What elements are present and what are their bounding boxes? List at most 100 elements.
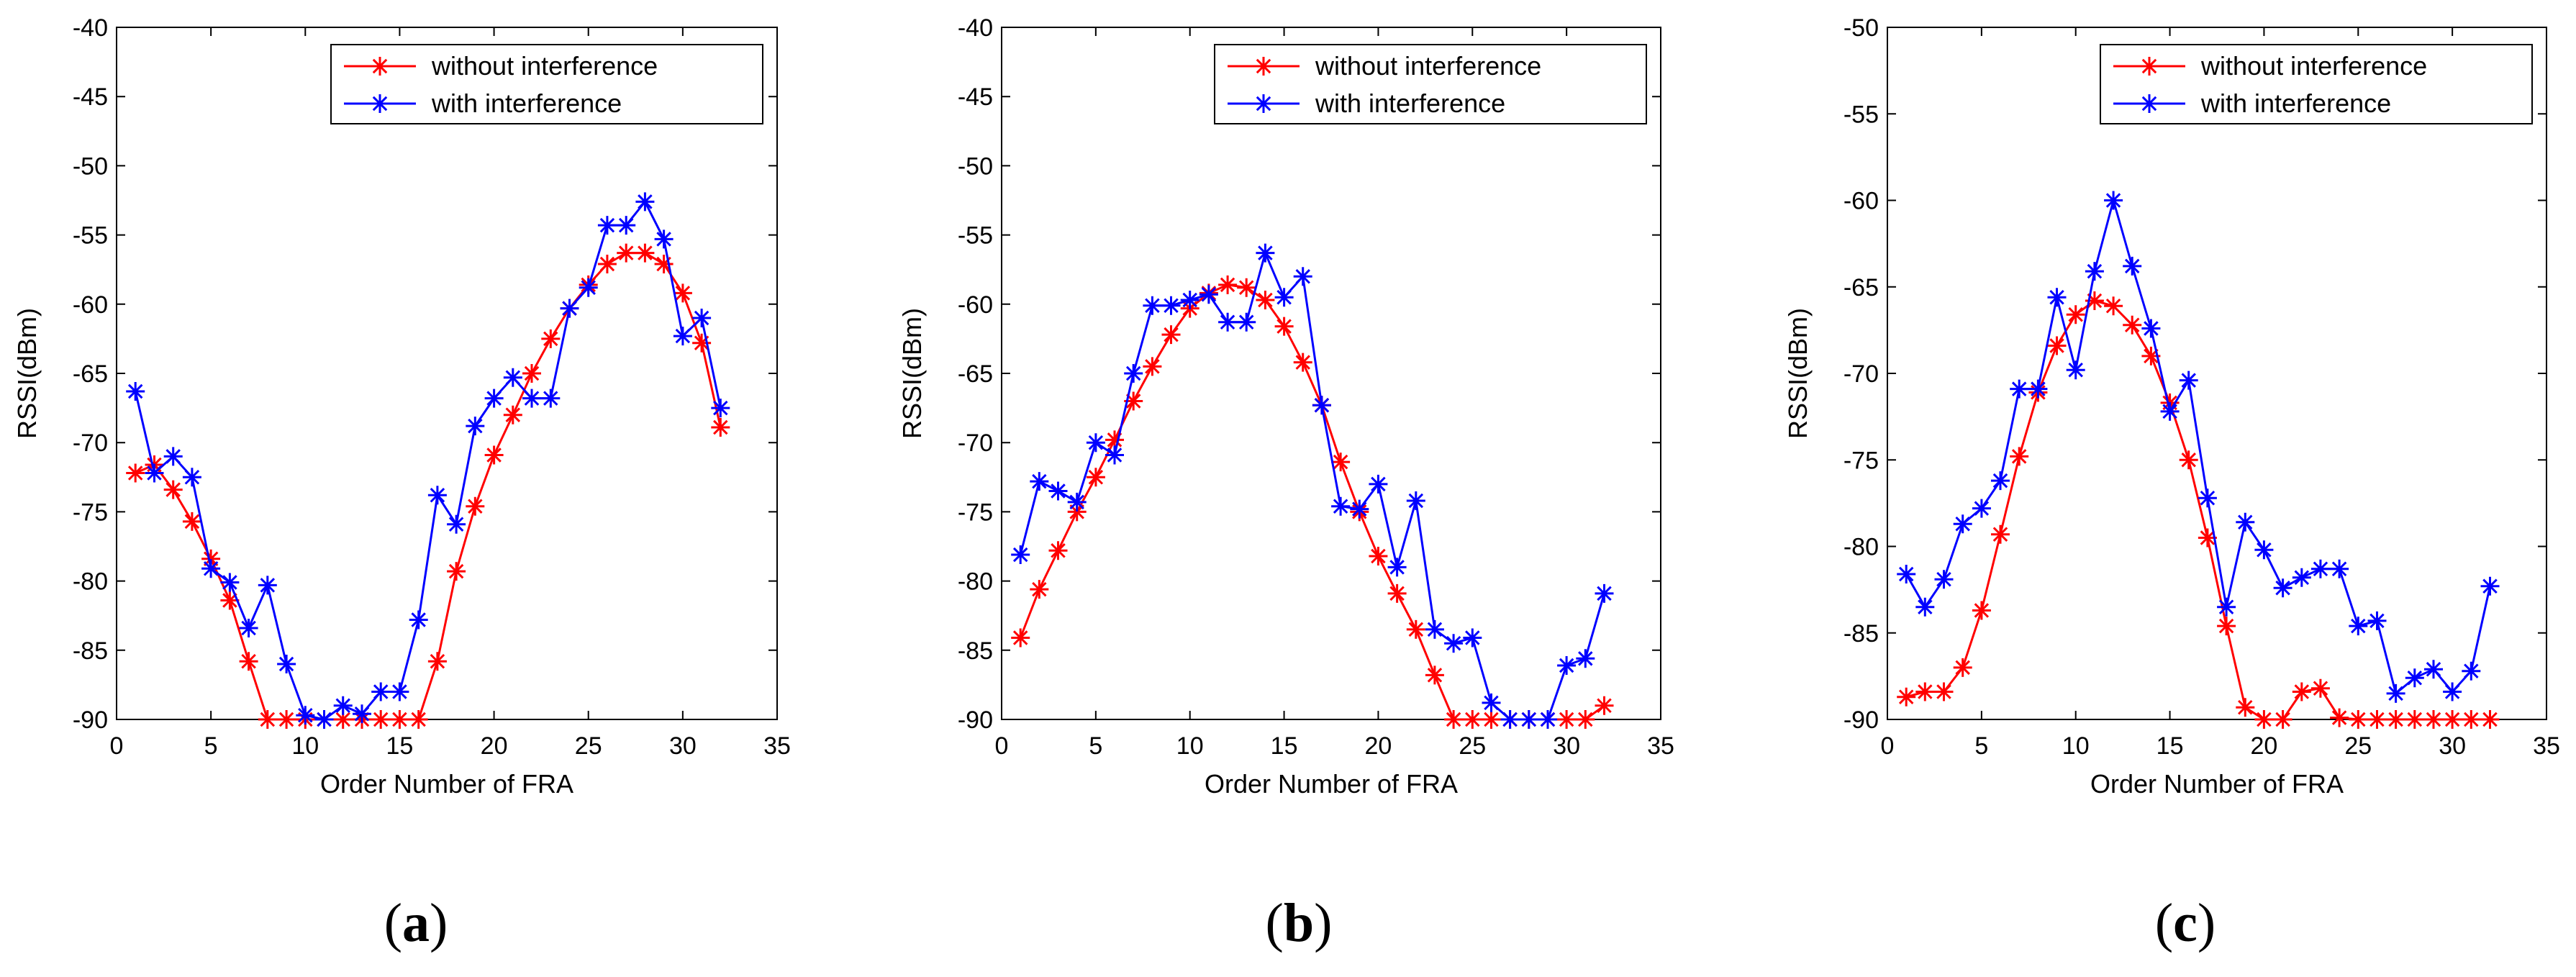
- chart-b-data-point: [1482, 693, 1501, 712]
- chart-b-data-point: [1086, 468, 1105, 487]
- chart-c-data-point: [2349, 710, 2368, 729]
- chart-c: 0 5 10 15 20 25 30 35 -90 -85 -80 -75 -70 -65 -60 -55 -5…: [1783, 14, 2560, 799]
- chart-c-data-point: [2405, 710, 2424, 729]
- chart-a-data-point: [484, 445, 504, 465]
- chart-b-data-point: [1011, 628, 1030, 647]
- chart-b-data-point: [1576, 649, 1595, 668]
- chart-a-x-tick-label: 25: [575, 732, 602, 760]
- chart-a-data-point: [145, 463, 164, 483]
- chart-b-data-point: [1237, 312, 1256, 332]
- chart-b-data-point: [1218, 312, 1238, 332]
- chart-a-data-point: [692, 333, 712, 353]
- chart-a-x-tick-label: 30: [669, 732, 697, 760]
- chart-a-data-point: [390, 682, 409, 701]
- chart-c-data-point: [2141, 346, 2161, 365]
- chart-a-data-point: [333, 710, 353, 729]
- chart-c-y-tick-label: -70: [1843, 360, 1879, 388]
- chart-c-data-point: [2160, 401, 2180, 421]
- chart-a-data-point: [409, 710, 428, 729]
- chart-b-x-tick-label: 30: [1553, 732, 1580, 760]
- chart-b-x-tick-label: 0: [995, 732, 1009, 760]
- chart-a-data-point: [711, 418, 730, 437]
- chart-a-data-point: [277, 655, 296, 673]
- chart-a-data-point: [201, 549, 221, 568]
- caption-c-letter: c: [2173, 893, 2198, 953]
- chart-b-y-tick-label: -50: [958, 153, 993, 180]
- chart-b-legend-marker: [1254, 94, 1273, 113]
- chart-a-y-tick-label: -65: [73, 360, 108, 388]
- chart-c-data-point: [2330, 708, 2349, 727]
- chart-b-data-point: [1595, 583, 1614, 603]
- chart-a-legend-box: [330, 44, 763, 124]
- chart-c-data-point: [2254, 710, 2274, 729]
- chart-c-legend: without interference with interference: [2100, 44, 2533, 124]
- chart-c-data-point: [2010, 379, 2029, 399]
- chart-a-legend-label: without interference: [431, 51, 658, 81]
- chart-c-data-point: [2198, 528, 2217, 547]
- chart-b-data-point: [1312, 396, 1331, 415]
- chart-b-x-tick-label: 15: [1271, 732, 1298, 760]
- chart-c-y-tick-label: -75: [1843, 447, 1879, 474]
- chart-a-data-point: [635, 243, 655, 263]
- chart-b-data-point: [1086, 433, 1105, 453]
- chart-b-data-point: [1463, 628, 1482, 647]
- chart-c-data-point: [2104, 191, 2123, 210]
- chart-b-data-point: [1293, 267, 1312, 286]
- chart-b-data-point: [1180, 291, 1199, 309]
- chart-a-y-tick-label: -90: [73, 706, 108, 734]
- chart-a-data-point: [692, 309, 712, 327]
- chart-b-x-tick-label: 5: [1089, 732, 1102, 760]
- chart-a-data-point: [163, 480, 183, 499]
- chart-c-x-tick-label: 10: [2062, 732, 2090, 760]
- chart-b-y-tick-label: -90: [958, 706, 993, 734]
- chart-b-data-point: [1406, 619, 1425, 639]
- chart-c-x-tick-label: 35: [2533, 732, 2560, 760]
- chart-b-data-point: [1256, 243, 1275, 263]
- chart-a-y-tick-label: -50: [73, 153, 108, 180]
- chart-b-y-tick-label: -40: [958, 14, 993, 42]
- chart-c-x-tick-label: 15: [2157, 732, 2184, 760]
- chart-c-data-point: [2010, 447, 2029, 466]
- chart-b-data-point: [1369, 547, 1388, 565]
- chart-a-data-point: [484, 388, 504, 408]
- chart-a-data-point: [466, 417, 485, 436]
- chart-b-data-point: [1293, 353, 1312, 372]
- chart-a-data-point: [163, 447, 183, 466]
- chart-b-plot-frame: [1001, 27, 1661, 720]
- chart-c-data-point: [2236, 512, 2255, 532]
- chart-a-data-point: [314, 710, 334, 729]
- chart-c-data-point: [2443, 710, 2462, 729]
- chart-c-series-with-interference: [1897, 191, 2500, 703]
- chart-b-data-point: [1538, 710, 1557, 729]
- chart-c-series-line: [1905, 299, 2490, 721]
- chart-c-legend-marker: [2140, 94, 2159, 113]
- chart-c-data-point: [2292, 682, 2311, 701]
- chart-c-data-point: [2179, 371, 2198, 390]
- chart-c-data-point: [2462, 710, 2481, 729]
- chart-b-data-point: [1274, 288, 1294, 307]
- chart-b-data-point: [1124, 364, 1143, 383]
- chart-a-data-point: [503, 405, 522, 424]
- chart-a-y-tick-label: -60: [73, 291, 108, 319]
- chart-a-data-point: [390, 710, 409, 729]
- chart-a-data-point: [277, 710, 296, 729]
- panel-a: 0 5 10 15 20 25 30 35 -90 -85 -80 -75 -70 -65 -60 -55 -5…: [0, 0, 858, 977]
- chart-a-data-point: [447, 514, 466, 534]
- chart-b-data-point: [1444, 634, 1464, 653]
- chart-c-legend-box: [2100, 44, 2533, 124]
- chart-c-data-point: [2273, 710, 2292, 729]
- chart-c-x-tick-label: 20: [2251, 732, 2278, 760]
- chart-a-data-point: [617, 216, 636, 235]
- chart-a-legend-label: with interference: [431, 88, 622, 118]
- chart-a-series-with-interference: [126, 192, 730, 729]
- chart-c-data-point: [2104, 296, 2123, 316]
- chart-a-series-without-interference: [126, 243, 730, 729]
- chart-c-data-point: [2179, 450, 2198, 470]
- chart-b-data-point: [1048, 541, 1068, 560]
- chart-a-data-point: [371, 682, 391, 701]
- chart-b-y-tick-label: -45: [958, 83, 993, 111]
- chart-b-y-tick-label: -65: [958, 360, 993, 388]
- chart-a-data-point: [427, 486, 447, 505]
- chart-a-data-point: [503, 368, 522, 387]
- chart-a-y-tick-label: -70: [73, 430, 108, 457]
